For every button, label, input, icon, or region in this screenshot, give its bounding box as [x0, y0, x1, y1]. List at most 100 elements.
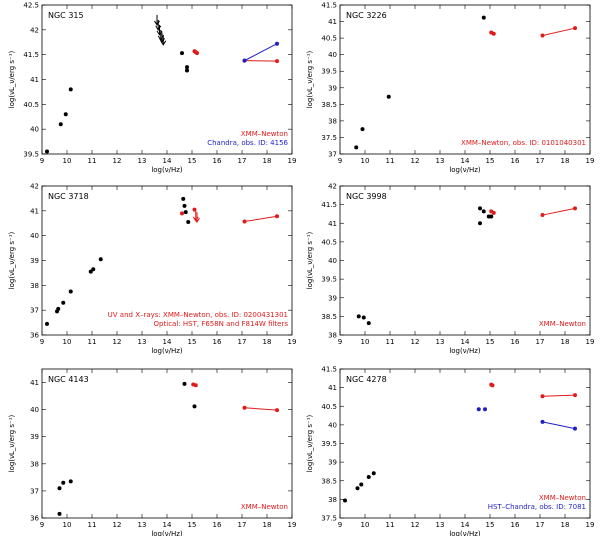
legend-entry: XMM–Newton [539, 320, 586, 328]
plot-frame [339, 4, 591, 155]
data-point [356, 314, 361, 319]
x-tick-label: 14 [163, 338, 172, 346]
y-tick-label: 42 [328, 183, 337, 191]
data-point [386, 94, 391, 99]
panel-title: NGC 315 [48, 11, 84, 20]
series-xmm-newton-uv [489, 382, 495, 388]
y-tick-label: 38 [328, 117, 337, 125]
y-tick-label: 41 [30, 207, 39, 215]
x-tick-label: 17 [536, 157, 545, 165]
data-point [186, 220, 191, 225]
y-tick-label: 38 [328, 496, 337, 504]
y-tick-label: 40 [30, 126, 39, 134]
legend-entry: Optical: HST, F658N and F814W filters [154, 320, 289, 328]
series-radio-optical [57, 381, 197, 516]
y-tick-label: 39.5 [321, 68, 337, 76]
y-tick-label: 41 [30, 76, 39, 84]
y-tick-label: 41.5 [321, 2, 337, 10]
data-point [573, 26, 577, 31]
data-point [540, 394, 545, 399]
x-tick-label: 17 [536, 521, 545, 529]
x-tick-label: 12 [113, 338, 122, 346]
y-axis-label: log(νL_ν/erg s⁻¹) [8, 414, 16, 472]
y-tick-label: 40.5 [321, 238, 337, 246]
y-tick-label: 39 [328, 84, 337, 92]
series-line [244, 43, 278, 62]
legend-entry: XMM–Newton [539, 494, 586, 502]
data-point [242, 58, 247, 63]
data-point [98, 257, 103, 262]
data-point [192, 404, 197, 409]
x-tick-label: 13 [436, 157, 445, 165]
series-xmm-newton-x-ray [540, 393, 577, 399]
series-uv-upper-limits [192, 210, 200, 224]
y-axis-label: log(νL_ν/erg s⁻¹) [8, 231, 16, 289]
x-tick-label: 17 [238, 521, 247, 529]
data-point [185, 68, 189, 73]
data-point [68, 289, 73, 294]
upper-limit-arrowhead [194, 217, 200, 224]
data-point [183, 210, 188, 215]
panel-1: 9 10 11 12 13 14 15 16 17 18 19 39.5 40 40.5 41 41.5 42 4… [8, 2, 296, 175]
panel-title: NGC 4278 [346, 375, 387, 384]
x-axis-label: log(ν/Hz) [449, 166, 481, 174]
x-tick-label: 16 [213, 157, 222, 165]
y-tick-label: 37 [30, 307, 39, 315]
data-point [181, 196, 186, 201]
series-upper-limits [154, 14, 167, 46]
data-point [476, 407, 481, 412]
data-point [180, 211, 184, 216]
x-tick-label: 15 [486, 338, 495, 346]
data-point [275, 408, 279, 413]
data-point [573, 426, 577, 431]
data-point [182, 381, 187, 386]
x-tick-label: 10 [361, 521, 370, 529]
data-point [540, 213, 545, 218]
series-xmm-newton-x-ray [540, 206, 577, 218]
panel-6: 9 10 11 12 13 14 15 16 17 18 19 37.5 38 38.5 39 39.5 40 4… [306, 366, 594, 536]
x-tick-label: 15 [486, 521, 495, 529]
y-tick-label: 39 [328, 459, 337, 467]
x-axis-label: log(ν/Hz) [151, 530, 183, 536]
x-tick-label: 18 [263, 157, 272, 165]
legend-entry: XMM–Newton [241, 503, 288, 511]
y-tick-label: 38 [30, 460, 39, 468]
legend-entry: XMM–Newton [241, 130, 288, 138]
x-tick-label: 17 [536, 338, 545, 346]
y-tick-label: 39.5 [321, 276, 337, 284]
x-tick-label: 19 [288, 521, 297, 529]
panel-3: 9 10 11 12 13 14 15 16 17 18 19 36 37 38 39 40 41 42 log(ν… [8, 183, 296, 356]
data-point [481, 209, 486, 214]
y-tick-label: 42 [30, 26, 39, 34]
x-tick-label: 19 [288, 157, 297, 165]
x-tick-label: 12 [113, 521, 122, 529]
x-tick-label: 9 [40, 521, 44, 529]
panel-title: NGC 3998 [346, 192, 387, 201]
x-tick-label: 10 [63, 157, 72, 165]
y-tick-label: 37.5 [321, 515, 337, 523]
x-tick-label: 12 [113, 157, 122, 165]
data-point [61, 300, 66, 305]
series-hst-optical [476, 407, 487, 412]
y-tick-label: 42.5 [23, 2, 39, 10]
panel-title: NGC 3226 [346, 11, 387, 20]
y-tick-label: 40 [30, 406, 39, 414]
series-xmm-newton-uv [192, 49, 199, 56]
data-point [275, 59, 279, 64]
x-tick-label: 16 [511, 338, 520, 346]
x-tick-label: 11 [88, 521, 97, 529]
y-tick-label: 38 [30, 282, 39, 290]
data-point [573, 393, 577, 398]
x-tick-label: 12 [411, 338, 420, 346]
y-tick-label: 40.5 [321, 403, 337, 411]
series-xmm-newton-uv [489, 209, 496, 215]
series-line [244, 215, 278, 223]
x-tick-label: 12 [411, 521, 420, 529]
y-tick-label: 39.5 [23, 151, 39, 159]
x-tick-label: 16 [213, 338, 222, 346]
data-point [354, 145, 359, 150]
data-point [182, 203, 187, 208]
y-tick-label: 41 [328, 384, 337, 392]
series-xmm-newton-x-ray [540, 26, 577, 38]
